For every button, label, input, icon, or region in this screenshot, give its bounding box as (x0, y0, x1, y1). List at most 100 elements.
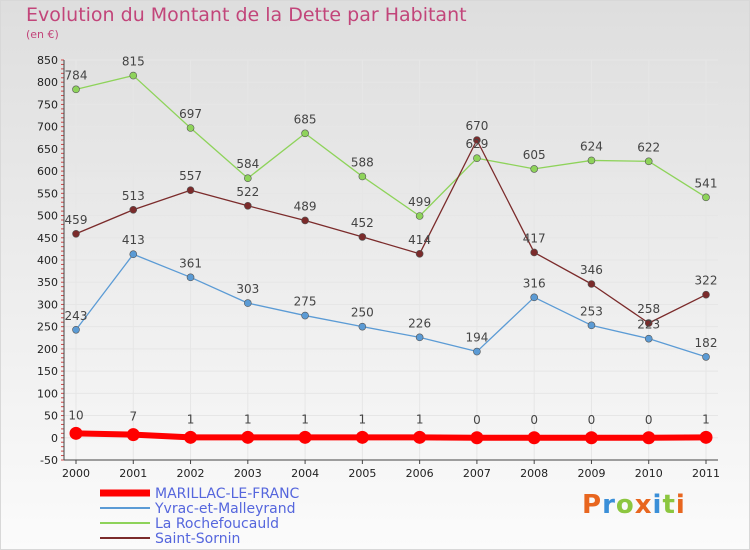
x-tick-label: 2001 (119, 467, 147, 480)
x-tick-label: 2000 (62, 467, 90, 480)
y-tick-label: 800 (37, 76, 58, 89)
data-label: 541 (695, 176, 718, 190)
data-point (244, 174, 252, 183)
data-point (702, 290, 710, 299)
x-tick-label: 2008 (520, 467, 548, 480)
data-point (587, 156, 596, 165)
data-point (358, 172, 367, 181)
y-tick-label: -50 (40, 454, 58, 467)
x-tick-label: 2003 (234, 467, 262, 480)
data-point (358, 322, 367, 331)
data-point (587, 280, 596, 288)
y-tick-label: 450 (37, 232, 58, 245)
series-line (75, 74, 707, 217)
data-label: 605 (523, 148, 546, 162)
data-label: 622 (637, 140, 660, 154)
x-tick-label: 2007 (463, 467, 491, 480)
data-point (470, 431, 484, 445)
data-label: 226 (408, 316, 431, 330)
data-label: 522 (236, 185, 259, 199)
data-point (644, 334, 653, 343)
legend-label: Yvrac-et-Malleyrand (154, 501, 296, 517)
data-point (530, 248, 538, 257)
y-tick-label: 700 (37, 121, 58, 134)
data-point (186, 273, 195, 282)
data-label: 250 (351, 306, 374, 320)
data-label: 584 (236, 157, 259, 171)
data-point (129, 205, 138, 214)
data-point (186, 186, 195, 195)
data-label: 452 (351, 216, 374, 230)
y-tick-label: 100 (37, 387, 58, 400)
data-label: 0 (530, 413, 538, 427)
data-label: 1 (359, 412, 367, 426)
y-tick-label: 300 (37, 298, 58, 311)
data-point (415, 212, 424, 220)
data-point (186, 124, 195, 132)
data-label: 1 (187, 412, 195, 426)
data-point (72, 229, 80, 238)
data-point (527, 431, 541, 445)
x-tick-label: 2009 (577, 467, 605, 480)
data-point (72, 325, 80, 334)
data-label: 629 (465, 137, 488, 151)
y-tick-label: 850 (37, 54, 58, 67)
data-label: 414 (408, 233, 431, 247)
data-point (126, 428, 140, 442)
data-label: 670 (465, 119, 488, 133)
data-point (301, 311, 309, 320)
data-label: 0 (588, 413, 596, 427)
x-tick-label: 2004 (291, 467, 319, 480)
x-tick-label: 2006 (406, 467, 434, 480)
data-label: 0 (645, 413, 653, 427)
data-point (530, 165, 538, 173)
data-label: 513 (122, 189, 145, 203)
data-label: 784 (65, 68, 88, 82)
y-tick-label: 400 (37, 254, 58, 267)
data-label: 243 (65, 309, 88, 323)
data-label: 10 (68, 408, 83, 422)
data-point (241, 430, 255, 444)
data-labels: 243 413 361 303 275 250 226 194 316 253 223 182 784 8… (65, 55, 718, 427)
data-point (298, 430, 312, 444)
data-label: 258 (637, 302, 660, 316)
data-point (413, 430, 427, 444)
data-label: 417 (523, 231, 546, 245)
data-label: 182 (695, 336, 718, 350)
proxiti-logo: Proxiti (582, 490, 686, 520)
data-label: 413 (122, 233, 145, 247)
data-point (301, 216, 309, 225)
data-point (584, 431, 598, 445)
data-label: 557 (179, 169, 202, 183)
series-lines (69, 71, 713, 445)
data-label: 1 (702, 412, 710, 426)
data-label: 316 (523, 276, 546, 290)
data-label: 1 (301, 412, 309, 426)
data-label: 1 (244, 412, 252, 426)
y-tick-label: 200 (37, 343, 58, 356)
data-point (530, 293, 538, 302)
legend-label: MARILLAC-LE-FRANC (155, 486, 300, 502)
y-tick-label: 150 (37, 365, 58, 378)
y-tick-label: 500 (37, 210, 58, 223)
data-label: 346 (580, 263, 603, 277)
data-point (473, 347, 481, 356)
data-label: 322 (695, 274, 718, 288)
data-point (244, 201, 252, 210)
data-label: 0 (473, 413, 481, 427)
data-label: 459 (65, 213, 88, 227)
data-label: 275 (294, 295, 317, 309)
series-line (75, 253, 707, 358)
data-point (702, 353, 710, 361)
x-tick-label: 2010 (635, 467, 663, 480)
data-point (129, 250, 138, 259)
data-label: 815 (122, 55, 145, 69)
data-label: 361 (179, 256, 202, 270)
data-point (473, 154, 481, 163)
data-label: 624 (580, 139, 603, 153)
y-tick-label: 750 (37, 98, 58, 111)
chart-title: Evolution du Montant de la Dette par Hab… (26, 4, 467, 26)
data-point (69, 426, 83, 440)
data-label: 1 (416, 412, 424, 426)
